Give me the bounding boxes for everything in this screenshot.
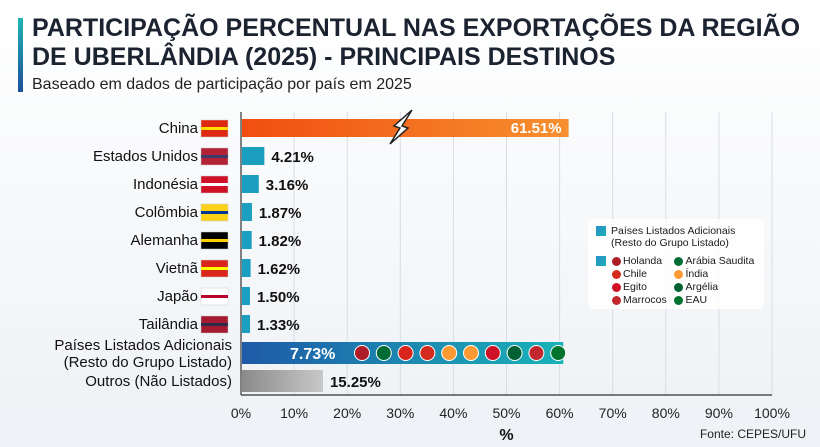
legend-item: Arábia Saudita [674, 255, 756, 267]
category-label: Colômbia [135, 204, 199, 221]
x-tick-label: 60% [546, 405, 574, 421]
x-axis-label: % [499, 427, 513, 444]
flag-stripe [201, 127, 228, 130]
category-label: Indonésia [133, 176, 199, 193]
category-label: China [159, 120, 199, 137]
data-label: 1.50% [257, 289, 300, 306]
legend-label: Arábia Saudita [685, 255, 755, 267]
bar [242, 287, 250, 305]
bar [242, 147, 265, 165]
flag-icon [674, 295, 684, 305]
bar [242, 370, 323, 392]
category-label: (Resto do Grupo Listado) [64, 354, 232, 371]
chart-subtitle: Baseado em dados de participação por paí… [32, 76, 412, 93]
legend-swatch [596, 226, 606, 236]
flag-icon [375, 345, 392, 361]
legend-label: Egito [623, 281, 647, 293]
legend-item: Egito [612, 281, 668, 293]
flag-stripe [201, 211, 228, 214]
axis-break-icon [389, 109, 413, 145]
flag-icon [528, 345, 545, 361]
flag-stripe [201, 295, 228, 298]
flag-stripe [201, 155, 228, 158]
flag-icon [674, 269, 684, 279]
data-label: 1.87% [259, 205, 302, 222]
data-label: 1.82% [259, 233, 302, 250]
flag-icon [463, 345, 479, 361]
title-accent [18, 18, 23, 92]
data-label: 1.62% [258, 261, 301, 278]
legend-item: Chile [612, 268, 668, 280]
category-label: Vietnã [156, 260, 199, 277]
flag-icon [674, 282, 684, 292]
flag-icon [506, 345, 523, 361]
flag-icon [419, 345, 436, 361]
x-tick-label: 20% [333, 405, 361, 421]
legend-swatch [596, 256, 606, 266]
flag-stripe [201, 239, 228, 242]
legend-item: Argélia [674, 281, 756, 293]
flag-icon [397, 345, 414, 361]
bar [242, 259, 251, 277]
x-tick-label: 50% [492, 405, 520, 421]
bar [242, 203, 252, 221]
data-label: 1.33% [257, 317, 300, 334]
x-tick-label: 0% [231, 405, 251, 421]
legend-item: Índia [674, 268, 756, 280]
legend-label: Chile [623, 268, 647, 280]
legend-label: Argélia [685, 281, 719, 293]
legend-label: Holanda [623, 255, 663, 267]
category-label: Países Listados Adicionais [54, 337, 232, 354]
flag-icon [612, 269, 621, 279]
x-tick-label: 80% [652, 405, 680, 421]
legend-title: Países Listados Adicionais (Resto do Gru… [611, 225, 736, 249]
bar [242, 175, 259, 193]
flag-icon [612, 282, 621, 292]
category-label: Japão [157, 288, 198, 305]
bar [242, 231, 252, 249]
legend-item: Marrocos [612, 294, 668, 306]
x-tick-label: 40% [439, 405, 467, 421]
bar [242, 315, 250, 333]
flag-icon [612, 295, 621, 305]
x-tick-label: 100% [754, 405, 790, 421]
data-label: 61.51% [511, 120, 562, 137]
legend-item: EAU [674, 294, 756, 306]
data-label: 15.25% [330, 374, 381, 391]
flag-icon [674, 256, 684, 266]
data-label: 3.16% [266, 177, 309, 194]
flag-icon [441, 345, 458, 361]
x-tick-label: 10% [280, 405, 308, 421]
flag-stripe [201, 183, 228, 186]
flag-icon [550, 345, 567, 361]
flag-stripe [201, 267, 228, 270]
chart-title: PARTICIPAÇÃO PERCENTUAL NAS EXPORTAÇÕES … [32, 14, 801, 71]
flag-icon [484, 345, 501, 361]
category-label: Tailândia [139, 316, 199, 333]
data-label: 4.21% [271, 149, 314, 166]
legend: Países Listados Adicionais (Resto do Gru… [588, 219, 764, 309]
x-tick-label: 30% [386, 405, 414, 421]
legend-label: Índia [685, 268, 709, 280]
source-note: Fonte: CEPES/UFU [699, 427, 806, 441]
category-label: Alemanha [130, 232, 198, 249]
category-label: Outros (Não Listados) [85, 373, 232, 390]
legend-item: Holanda [612, 255, 668, 267]
flag-icon [612, 256, 621, 266]
x-tick-label: 70% [599, 405, 627, 421]
legend-label: Marrocos [623, 294, 667, 306]
x-tick-label: 90% [705, 405, 733, 421]
data-label: 7.73% [290, 346, 335, 363]
flag-icon [354, 345, 370, 361]
legend-label: EAU [685, 294, 708, 306]
category-label: Estados Unidos [93, 148, 198, 165]
flag-stripe [201, 323, 228, 326]
